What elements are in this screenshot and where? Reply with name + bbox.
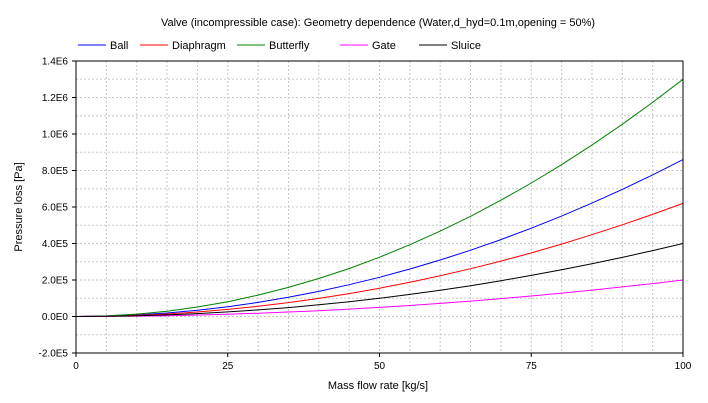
x-axis-label: Mass flow rate [kg/s] <box>328 380 428 392</box>
x-tick-label: 25 <box>222 361 234 372</box>
y-tick-label: 6.0E5 <box>42 203 69 214</box>
y-axis-label: Pressure loss [Pa] <box>13 162 25 251</box>
y-tick-label: 1.4E6 <box>42 57 69 68</box>
legend-label-sluice: Sluice <box>451 40 481 52</box>
legend: Ball Diaphragm Butterfly Gate Sluice <box>78 40 481 52</box>
legend-label-ball: Ball <box>110 40 128 52</box>
series-group <box>75 78 684 317</box>
series-line-diaphragm <box>75 202 684 317</box>
grid <box>75 60 684 354</box>
legend-label-butterfly: Butterfly <box>269 40 310 52</box>
series-line-butterfly <box>75 78 684 317</box>
series-line-ball <box>75 159 684 317</box>
x-axis-ticks: 0 25 50 75 100 <box>73 353 692 372</box>
y-tick-label: 2.0E5 <box>42 276 69 287</box>
series-line-gate <box>75 279 684 317</box>
chart-title: Valve (incompressible case): Geometry de… <box>161 17 595 29</box>
x-tick-label: 75 <box>526 361 538 372</box>
legend-label-gate: Gate <box>372 40 396 52</box>
y-tick-label: 4.0E5 <box>42 239 69 250</box>
y-tick-label: -2.0E5 <box>39 349 69 360</box>
y-tick-label: 1.2E6 <box>42 93 69 104</box>
y-tick-label: 1.0E6 <box>42 130 69 141</box>
x-tick-label: 100 <box>675 361 692 372</box>
y-tick-label: 0.0E0 <box>42 312 69 323</box>
x-tick-label: 0 <box>73 361 79 372</box>
y-axis-ticks: -2.0E5 0.0E0 2.0E5 4.0E5 6.0E5 8.0E5 1.0E6 1.2E… <box>39 57 76 360</box>
y-tick-label: 8.0E5 <box>42 166 69 177</box>
x-tick-label: 50 <box>374 361 386 372</box>
series-line-sluice <box>75 243 684 317</box>
legend-label-diaphragm: Diaphragm <box>172 40 226 52</box>
